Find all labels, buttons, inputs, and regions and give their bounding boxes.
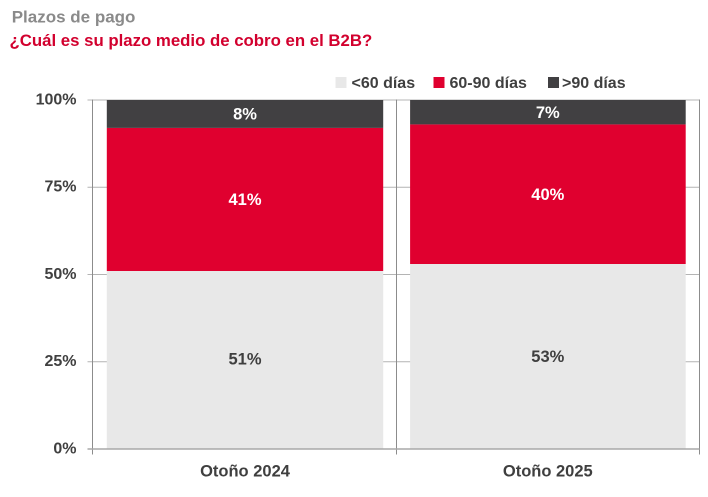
svg-text:<60 días: <60 días [352,75,416,92]
svg-text:>90 días: >90 días [562,75,626,92]
svg-text:50%: 50% [44,266,76,283]
svg-text:0%: 0% [53,440,76,457]
svg-text:25%: 25% [44,353,76,370]
svg-text:51%: 51% [228,351,261,369]
svg-text:Otoño 2024: Otoño 2024 [200,463,291,481]
svg-text:41%: 41% [228,191,261,209]
svg-text:53%: 53% [531,348,564,366]
svg-text:8%: 8% [233,106,257,124]
svg-text:40%: 40% [531,186,564,204]
svg-text:7%: 7% [536,104,560,122]
svg-text:100%: 100% [36,91,77,108]
svg-text:Plazos de pago: Plazos de pago [12,7,136,26]
svg-text:60-90 días: 60-90 días [450,75,527,92]
svg-text:¿Cuál es su plazo medio de cob: ¿Cuál es su plazo medio de cobro en el B… [10,31,373,50]
svg-text:Otoño 2025: Otoño 2025 [503,463,593,481]
svg-text:75%: 75% [44,179,76,196]
